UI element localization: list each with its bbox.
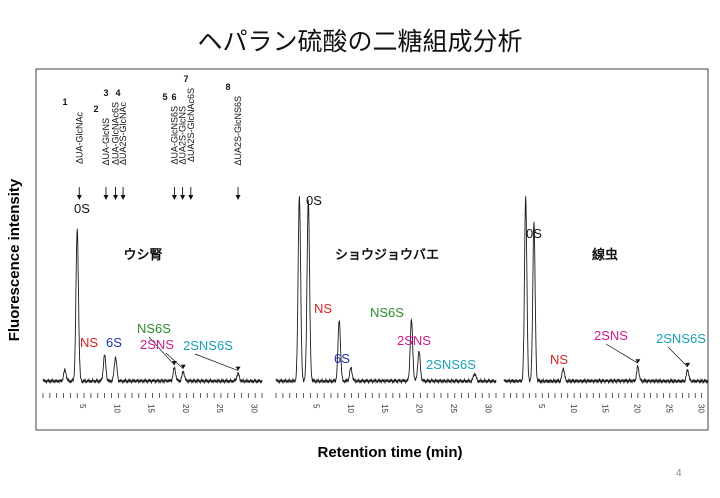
slide-title: ヘパラン硫酸の二糖組成分析 [197, 27, 523, 56]
standard-name: ΔUA2S-GlcNS6S [233, 96, 243, 166]
sample-name: ウシ腎 [123, 248, 162, 263]
standard-name: ΔUA-GlcNAc [74, 112, 84, 165]
peak-label: 6S [334, 351, 350, 366]
chromatogram-trace [275, 196, 497, 385]
peak-pointer [165, 352, 184, 370]
peak-label: NS [550, 352, 568, 367]
x-tick-label: 25 [215, 404, 224, 413]
peak-pointer-head [685, 362, 691, 367]
x-tick-label: 30 [696, 404, 705, 413]
standard-name: ΔUA2S-GlcNAc6S [186, 88, 196, 162]
x-tick-label: 30 [483, 404, 492, 413]
peak-label: NS6S [370, 305, 404, 320]
standard-number: 6 [171, 92, 176, 102]
standard-arrow-head [180, 195, 186, 200]
standard-arrow-head [76, 195, 82, 200]
peak-label: 2SNS6S [183, 338, 233, 353]
peak-label: NS [80, 335, 98, 350]
peak-label: 2SNS [140, 337, 174, 352]
time-ruler: 5 10 15 20 25 30 [275, 393, 497, 413]
standard-arrow-head [188, 195, 194, 200]
x-tick-label: 30 [249, 404, 258, 413]
x-tick-label: 5 [311, 404, 320, 409]
peak-pointer-head [635, 359, 641, 364]
peak-label: 0S [526, 226, 542, 241]
x-tick-label: 15 [601, 404, 610, 413]
standard-number: 7 [183, 74, 188, 84]
peak-label: NS [314, 301, 332, 316]
standard-name: ΔUA-GlcNS [101, 118, 111, 166]
x-tick-label: 15 [147, 404, 156, 413]
y-axis-label: Fluorescence intensity [6, 178, 23, 341]
x-tick-label: 10 [112, 404, 121, 413]
standard-name: ΔUA2S-GlcNAc [118, 102, 128, 166]
standard-name: ΔUA-GlcNAc6S [111, 102, 121, 165]
standard-name: ΔUA-GlcNS6S [169, 106, 179, 165]
peak-label: 0S [74, 201, 90, 216]
peak-label: 0S [306, 193, 322, 208]
x-tick-label: 10 [569, 404, 578, 413]
sample-name: 線虫 [592, 247, 618, 263]
x-tick-label: 20 [181, 404, 190, 413]
x-tick-label: 25 [664, 404, 673, 413]
chromatogram-trace [42, 228, 263, 385]
standard-arrow-head [120, 195, 126, 200]
x-tick-label: 25 [449, 404, 458, 413]
time-ruler: 5 10 15 20 25 30 [42, 393, 263, 413]
peak-label: 2SNS6S [656, 331, 706, 346]
standard-number: 5 [162, 92, 167, 102]
standard-arrow-head [113, 195, 119, 200]
x-tick-label: 20 [633, 404, 642, 413]
x-tick-label: 5 [78, 404, 87, 409]
x-tick-label: 5 [537, 404, 546, 409]
peak-label: 2SNS6S [426, 357, 476, 372]
standard-arrow-head [103, 195, 109, 200]
plot-frame [35, 68, 709, 431]
page-number: 4 [676, 468, 682, 479]
standard-number: 1 [62, 97, 67, 107]
sample-name: ショウジョウバエ [335, 248, 439, 263]
peak-label: 2SNS [397, 333, 431, 348]
x-tick-label: 10 [346, 404, 355, 413]
peak-pointer [148, 336, 175, 366]
peak-pointer-head [235, 366, 241, 371]
x-tick-label: 15 [380, 404, 389, 413]
standard-arrow-head [171, 195, 177, 200]
peak-pointer [605, 343, 639, 364]
x-tick-label: 20 [415, 404, 424, 413]
x-axis-label: Retention time (min) [318, 444, 463, 461]
standard-arrow-head [235, 195, 241, 200]
standard-number: 8 [225, 82, 230, 92]
standard-number: 4 [115, 88, 120, 98]
chromatogram-panel: 0S NS 2SNS 2SNS6S 線虫 5 10 15 20 25 30 [503, 196, 709, 413]
peak-label: NS6S [137, 321, 171, 336]
peak-label: 2SNS [594, 328, 628, 343]
chromatogram-trace [503, 196, 709, 385]
peak-pointer [667, 346, 688, 368]
standard-number: 2 [93, 104, 98, 114]
peak-pointer [194, 353, 239, 371]
time-ruler: 5 10 15 20 25 30 [503, 393, 709, 413]
peak-label: 6S [106, 335, 122, 350]
standard-name: ΔUA2S-GlcNS [178, 106, 188, 165]
peak-pointer-head [180, 364, 186, 369]
standard-number: 3 [103, 88, 108, 98]
